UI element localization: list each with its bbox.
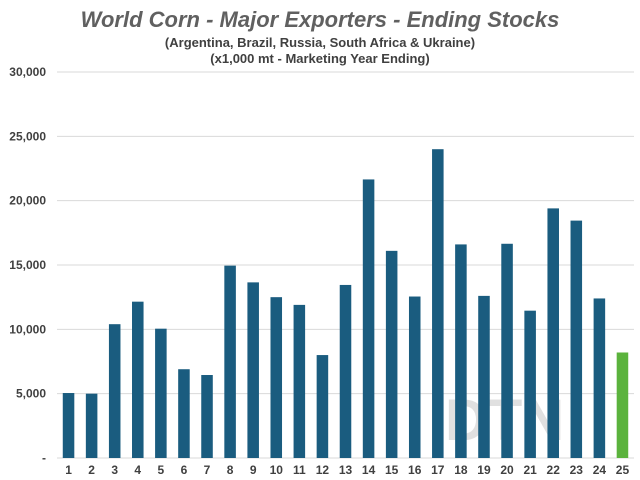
- x-tick-label: 12: [316, 463, 330, 477]
- chart-title: World Corn - Major Exporters - Ending St…: [81, 7, 560, 32]
- y-tick-label: 30,000: [9, 65, 46, 79]
- bar: [339, 284, 352, 458]
- x-tick-label: 15: [385, 463, 399, 477]
- chart-subtitle-2: (x1,000 mt - Marketing Year Ending): [210, 51, 429, 66]
- bar: [85, 393, 98, 458]
- x-tick-label: 25: [616, 463, 630, 477]
- bar: [132, 301, 144, 458]
- bar: [547, 208, 559, 458]
- bar: [108, 324, 121, 458]
- x-tick-label: 3: [111, 463, 118, 477]
- bar: [224, 265, 236, 458]
- bar: [408, 296, 421, 458]
- bar: [455, 244, 467, 458]
- bar: [593, 298, 606, 458]
- x-tick-label: 6: [181, 463, 188, 477]
- x-tick-label: 19: [477, 463, 491, 477]
- bar: [501, 243, 513, 458]
- bar: [570, 220, 583, 458]
- x-tick-label: 5: [158, 463, 165, 477]
- x-tick-label: 2: [88, 463, 95, 477]
- x-tick-label: 9: [250, 463, 257, 477]
- bar: [432, 149, 444, 458]
- x-tick-label: 22: [547, 463, 561, 477]
- x-tick-label: 8: [227, 463, 234, 477]
- bar: [616, 352, 629, 458]
- bars: [62, 149, 629, 459]
- y-tick-label: 20,000: [9, 194, 46, 208]
- y-tick-label: 10,000: [9, 322, 46, 336]
- bar: [385, 250, 398, 458]
- bar: [178, 369, 190, 458]
- x-tick-label: 7: [204, 463, 211, 477]
- x-tick-label: 16: [408, 463, 422, 477]
- x-tick-label: 23: [570, 463, 584, 477]
- bar: [155, 328, 167, 458]
- y-tick-label: 15,000: [9, 258, 46, 272]
- bar: [293, 304, 306, 458]
- x-tick-label: 13: [339, 463, 353, 477]
- bar: [478, 295, 490, 458]
- x-tick-label: 17: [431, 463, 445, 477]
- x-tick-label: 24: [593, 463, 607, 477]
- bar: [62, 393, 75, 458]
- y-tick-label: 5,000: [16, 387, 46, 401]
- x-tick-label: 20: [500, 463, 514, 477]
- bar: [247, 282, 259, 458]
- x-tick-label: 11: [293, 463, 306, 477]
- bar: [362, 179, 375, 459]
- bar: [201, 375, 213, 458]
- bar: [524, 310, 536, 458]
- x-tick-label: 14: [362, 463, 376, 477]
- y-tick-label: 25,000: [9, 129, 46, 143]
- x-tick-label: 21: [523, 463, 537, 477]
- bar: [316, 355, 329, 458]
- x-tick-label: 4: [134, 463, 141, 477]
- bar: [270, 297, 283, 458]
- y-axis: - 5,000 10,000 15,000 20,000 25,000 30,000: [9, 65, 46, 465]
- x-axis: 1 2 3 4 5 6 7 8 9 10 11 12 13 14 15 16 17 18 19 20 21 22 23 24 2…: [65, 463, 629, 477]
- x-tick-label: 18: [454, 463, 468, 477]
- y-tick-label: -: [42, 451, 46, 465]
- x-tick-label: 1: [65, 463, 72, 477]
- x-tick-label: 10: [270, 463, 284, 477]
- chart-subtitle-1: (Argentina, Brazil, Russia, South Africa…: [165, 35, 475, 50]
